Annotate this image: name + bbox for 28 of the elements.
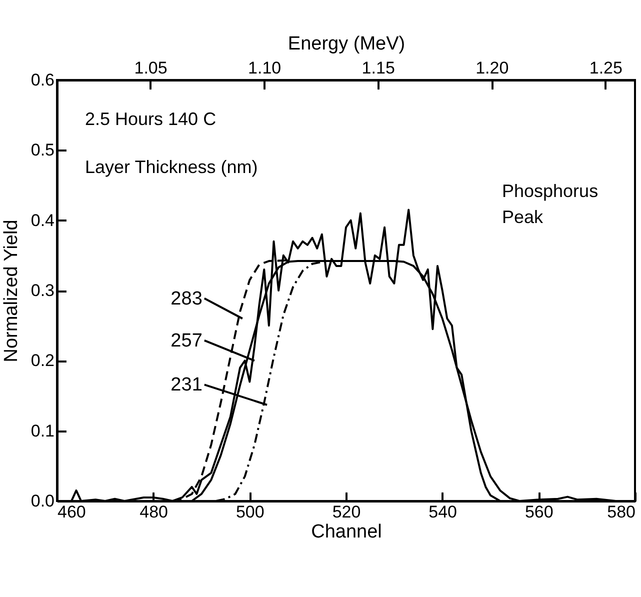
annotation: Layer Thickness (nm) — [85, 157, 258, 177]
x-tick-label: 560 — [524, 502, 554, 522]
x2-tick-label: 1.15 — [362, 58, 395, 78]
x-tick-label: 480 — [140, 502, 168, 522]
y-tick-label: 0.6 — [30, 70, 54, 90]
x-tick-label: 580 — [607, 502, 636, 522]
annotation: 283 — [170, 288, 202, 310]
x-tick-label: 540 — [428, 502, 458, 522]
annotation: 257 — [170, 330, 202, 352]
x2-axis-title: Energy (MeV) — [288, 34, 406, 54]
y-tick-label: 0.1 — [30, 421, 54, 440]
x-tick-label: 460 — [58, 502, 86, 522]
x2-tick-label: 1.20 — [476, 58, 509, 78]
annotation: 2.5 Hours 140 C — [85, 109, 216, 129]
y-tick-label: 0.5 — [30, 140, 54, 160]
y-tick-label: 0.0 — [30, 492, 54, 510]
x-axis-title: Channel — [311, 522, 382, 542]
y-tick-label: 0.3 — [30, 281, 54, 300]
y-axis-title: Normalized Yield — [0, 220, 22, 362]
y-tick-label: 0.4 — [30, 210, 54, 230]
x-tick-label: 520 — [332, 502, 361, 522]
x2-tick-label: 1.25 — [589, 58, 622, 78]
y-tick-label: 0.2 — [30, 351, 54, 370]
annotation: Phosphorus Peak — [502, 181, 598, 227]
x-tick-label: 500 — [236, 502, 264, 522]
x2-tick-label: 1.05 — [134, 58, 168, 78]
annotation: 231 — [170, 374, 202, 396]
x2-tick-label: 1.10 — [248, 58, 282, 78]
